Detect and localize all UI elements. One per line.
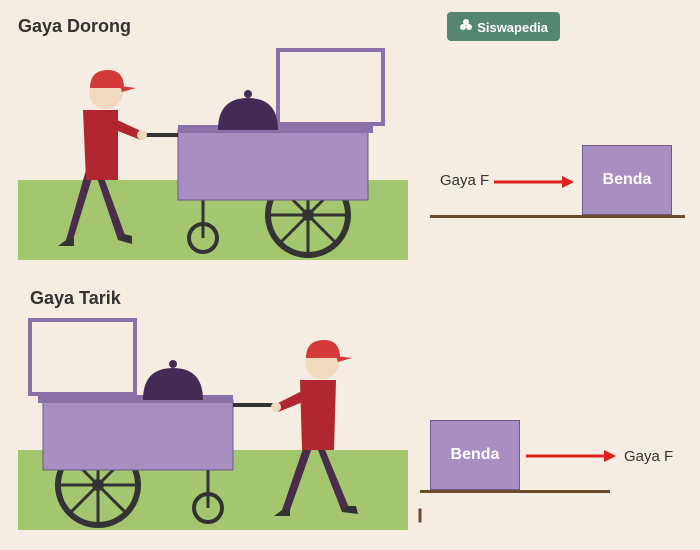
push-scene [18,40,418,270]
logo-text: Siswapedia [477,20,548,35]
logo-icon [459,18,473,32]
push-title: Gaya Dorong [18,16,131,37]
pull-title: Gaya Tarik [30,288,121,309]
pull-ground-edge [419,509,422,523]
pull-force-label: Gaya F [624,448,673,465]
pull-scene [18,310,438,540]
pull-box: Benda [430,420,520,490]
push-ground [430,215,685,218]
push-box: Benda [582,145,672,215]
pull-box-label: Benda [451,446,500,464]
push-force-label: Gaya F [440,172,489,189]
push-box-label: Benda [603,171,652,189]
logo-badge: Siswapedia [447,12,560,41]
push-arrow [494,176,574,188]
pull-ground [420,490,610,493]
pull-arrow [526,450,616,462]
